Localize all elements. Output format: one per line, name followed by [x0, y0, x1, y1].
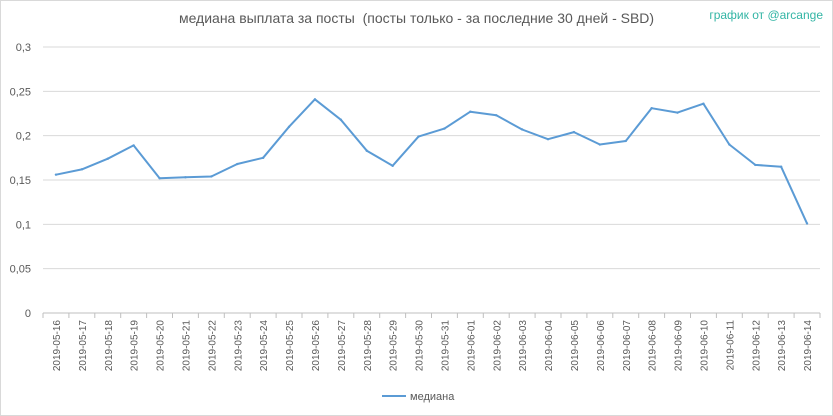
x-tick-label: 2019-05-28	[363, 320, 374, 372]
x-tick-label: 2019-05-31	[440, 320, 451, 372]
data-point	[365, 149, 368, 152]
data-point	[469, 110, 472, 113]
x-tick-label: 2019-06-14	[803, 320, 814, 372]
data-point	[520, 128, 524, 131]
x-tick-label: 2019-05-30	[415, 320, 426, 372]
data-point	[261, 156, 265, 160]
y-tick-label: 0	[25, 308, 31, 320]
data-point	[236, 162, 239, 166]
data-point	[728, 143, 731, 146]
x-tick-label: 2019-06-10	[699, 320, 710, 372]
x-tick-label: 2019-06-09	[674, 320, 685, 372]
x-tick-label: 2019-06-07	[622, 320, 633, 372]
y-tick-label: 0,1	[16, 219, 31, 231]
data-point	[54, 173, 58, 176]
data-point	[210, 175, 213, 178]
data-point	[158, 177, 161, 180]
data-point	[80, 168, 84, 171]
x-tick-label: 2019-05-17	[78, 320, 89, 372]
y-tick-label: 0,3	[16, 42, 31, 54]
data-point	[754, 163, 757, 167]
x-tick-label: 2019-06-04	[544, 320, 555, 372]
x-tick-label: 2019-05-21	[181, 320, 192, 372]
x-tick-label: 2019-06-05	[570, 320, 581, 372]
x-tick-label: 2019-06-01	[466, 320, 477, 372]
data-point	[287, 125, 291, 128]
data-point	[624, 139, 627, 143]
data-point	[391, 164, 394, 168]
data-point	[598, 143, 602, 146]
x-tick-label: 2019-05-16	[52, 320, 63, 372]
x-tick-label: 2019-06-08	[648, 320, 659, 372]
chart-credit: график от @arcange	[709, 8, 823, 22]
y-tick-label: 0,15	[10, 175, 31, 187]
x-tick-label: 2019-06-03	[518, 320, 529, 372]
x-tick-label: 2019-05-22	[207, 320, 218, 372]
x-tick-label: 2019-06-06	[596, 320, 607, 372]
data-point	[546, 138, 550, 141]
y-tick-label: 0,05	[10, 264, 31, 276]
data-point	[339, 118, 343, 121]
x-tick-label: 2019-06-13	[777, 320, 788, 372]
data-point	[779, 165, 783, 168]
x-tick-label: 2019-06-02	[492, 320, 503, 372]
data-point	[572, 130, 576, 134]
x-tick-label: 2019-05-26	[311, 320, 322, 372]
data-point	[106, 157, 109, 160]
x-tick-label: 2019-06-11	[725, 320, 736, 371]
x-tick-label: 2019-05-24	[259, 320, 270, 372]
y-tick-label: 0,25	[10, 86, 31, 98]
data-point	[650, 106, 653, 110]
x-tick-label: 2019-05-27	[337, 320, 348, 372]
x-tick-label: 2019-05-19	[130, 320, 141, 372]
data-point	[805, 222, 809, 225]
x-tick-label: 2019-05-29	[389, 320, 400, 372]
x-tick-label: 2019-05-25	[285, 320, 296, 372]
data-point	[313, 98, 317, 101]
data-point	[702, 102, 705, 105]
data-point	[676, 111, 679, 114]
y-tick-label: 0,2	[16, 131, 31, 143]
x-tick-label: 2019-05-23	[233, 320, 244, 372]
chart-title: медиана выплата за посты (посты только -…	[178, 10, 655, 26]
data-point	[495, 114, 498, 117]
x-tick-label: 2019-06-12	[751, 320, 762, 372]
data-point	[417, 135, 420, 138]
x-tick-label: 2019-05-20	[156, 320, 167, 372]
x-tick-label: 2019-05-18	[104, 320, 115, 372]
data-point	[184, 176, 187, 179]
series-line	[55, 98, 808, 224]
data-point	[443, 127, 446, 130]
data-point	[132, 144, 135, 147]
legend-label: медиана	[410, 391, 455, 403]
